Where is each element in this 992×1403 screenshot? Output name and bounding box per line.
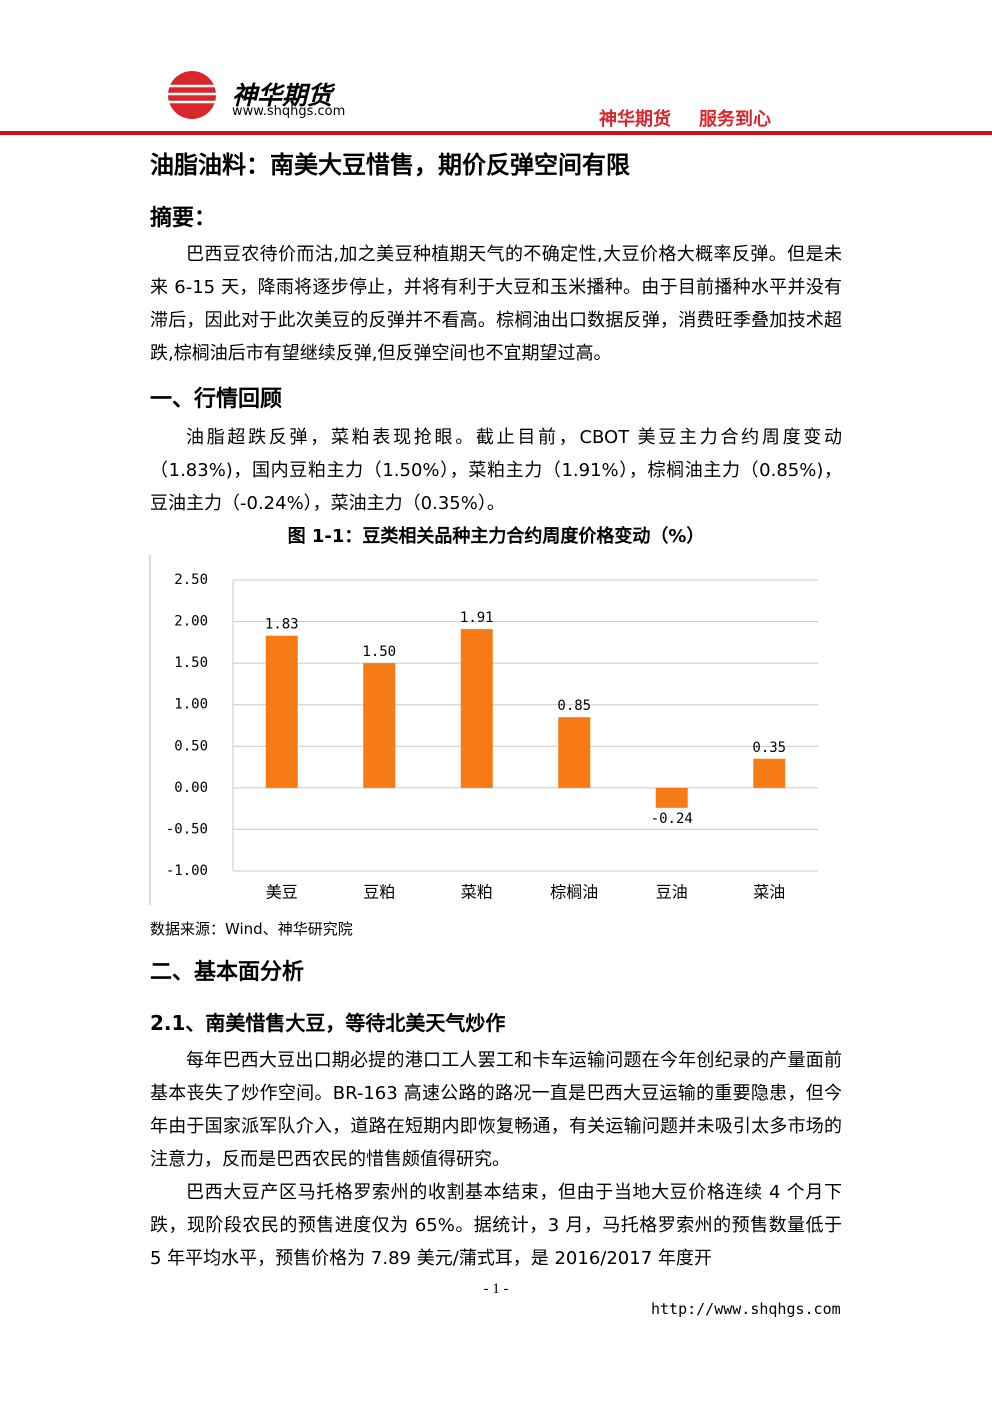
y-tick-label: 2.00 [174,614,208,630]
heading: 摘要： [150,206,217,231]
bar [460,629,493,788]
data-label: 0.85 [557,698,591,714]
slogan: 神华期货 [599,109,671,130]
y-tick-label: 0.50 [174,738,208,754]
chart-title: 图 1-1：豆类相关品种主力合约周度价格变动（%） [287,526,705,547]
chart: 2.50 2.00 1.50 1.00 0.50 0.00 -0.50 -1.00 美豆 1.83… [149,555,818,905]
brand: 神华期货 [232,81,333,110]
bar [655,787,688,808]
logo-stripes [166,84,218,104]
bar [753,758,786,788]
heading: 二、基本面分析 [150,960,305,985]
x-tick-label: 豆油 [656,883,688,902]
data-label: 1.91 [460,610,494,626]
data-label: 1.50 [362,644,396,660]
data-label: 0.35 [752,740,786,756]
source: 数据来源：Wind、神华研究院 [150,920,353,938]
y-tick-label: -1.00 [166,863,208,879]
bar [363,663,396,788]
header-graphics [0,71,992,135]
y-tick-label: 1.00 [174,697,208,713]
x-tick-label: 豆粕 [363,883,395,902]
y-tick-label: 2.50 [174,572,208,588]
y-tick-label: 1.50 [174,655,208,671]
x-tick-label: 美豆 [266,883,298,902]
header-rule [0,131,992,135]
paragraph: 巴西大豆产区马托格罗索州的收割基本结束，但由于当地大豆价格连续 4 个月下跌，现… [150,1182,842,1269]
paragraph: 每年巴西大豆出口期必提的港口工人罢工和卡车运输问题在今年创纪录的产量面前基本丧失… [150,1050,842,1170]
page-number: - 1 - [483,1281,509,1297]
y-tick-label: -0.50 [166,821,208,837]
slogan: 服务到心 [699,109,771,130]
heading: 一、行情回顾 [150,387,283,412]
header: 神华期货 www.shqhgs.com 神华期货 服务到心 [0,0,992,140]
title: 油脂油料：南美大豆惜售，期价反弹空间有限 [150,151,630,179]
footer-url: http://www.shqhgs.com [651,1300,841,1318]
x-tick-label: 棕榈油 [550,883,598,902]
data-label: 1.83 [265,617,299,633]
bar [265,635,298,788]
subheading: 2.1、南美惜售大豆，等待北美天气炒作 [150,1011,506,1035]
paragraph: 巴西豆农待价而沽,加之美豆种植期天气的不确定性,大豆价格大概率反弹。但是未来 6… [150,244,842,364]
y-tick-label: 0.00 [174,780,208,796]
bar [558,717,591,788]
x-tick-label: 菜粕 [461,883,493,902]
paragraph: 油脂超跌反弹，菜粕表现抢眼。截止目前，CBOT 美豆主力合约周度变动（1.83%… [150,427,842,514]
brand-url: www.shqhgs.com [232,104,346,119]
x-tick-label: 菜油 [753,883,785,902]
data-label: -0.24 [651,811,693,827]
